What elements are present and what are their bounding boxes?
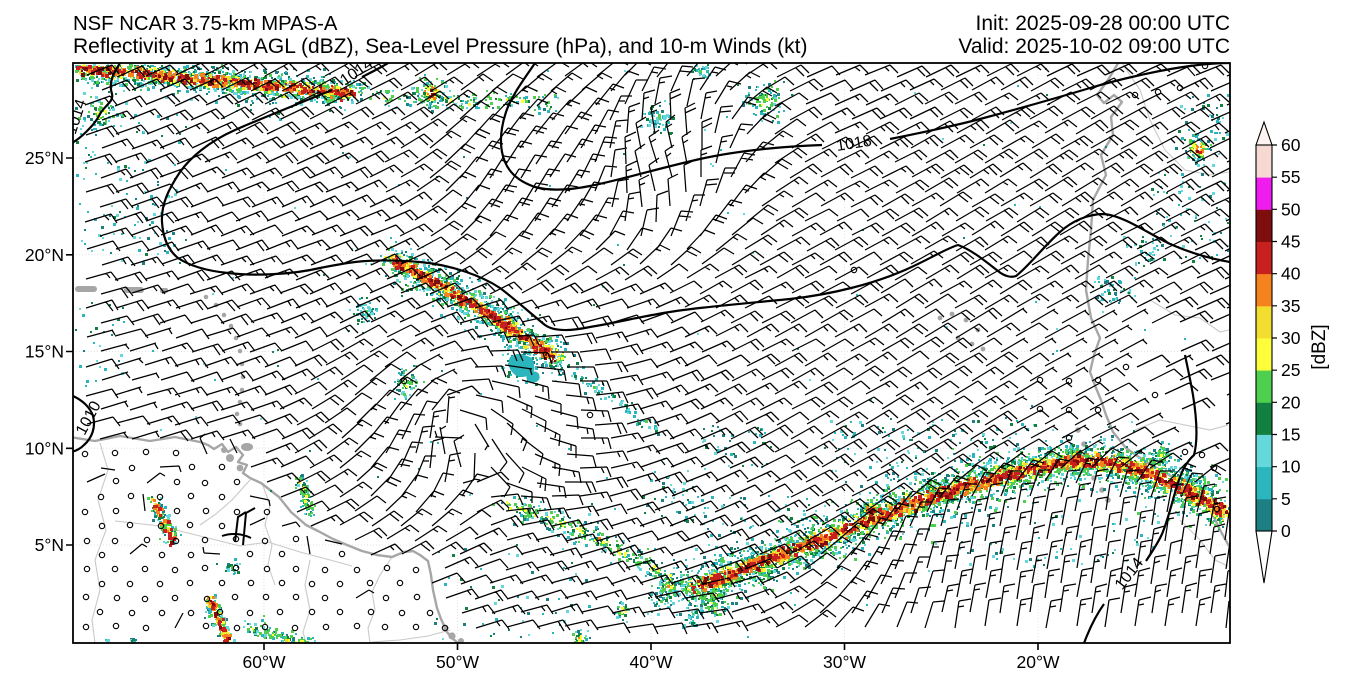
svg-text:55: 55: [1281, 167, 1300, 187]
svg-text:40: 40: [1281, 264, 1301, 284]
svg-text:35: 35: [1281, 296, 1300, 316]
svg-text:NSF NCAR 3.75-km MPAS-A: NSF NCAR 3.75-km MPAS-A: [73, 13, 338, 35]
svg-text:[dBZ]: [dBZ]: [1309, 324, 1330, 369]
svg-text:15°N: 15°N: [25, 342, 64, 362]
svg-text:30: 30: [1281, 328, 1301, 348]
svg-text:25: 25: [1281, 360, 1300, 380]
svg-text:10°N: 10°N: [25, 438, 64, 458]
svg-text:50°W: 50°W: [436, 652, 479, 672]
svg-text:5°N: 5°N: [35, 535, 64, 555]
svg-text:60°W: 60°W: [243, 652, 286, 672]
svg-text:1018: 1018: [835, 133, 873, 155]
svg-text:20°W: 20°W: [1017, 652, 1060, 672]
svg-text:5: 5: [1281, 489, 1291, 509]
svg-text:Reflectivity at 1 km AGL (dBZ): Reflectivity at 1 km AGL (dBZ), Sea-Leve…: [73, 35, 807, 58]
svg-text:10: 10: [1281, 457, 1301, 477]
svg-text:25°N: 25°N: [25, 148, 64, 168]
svg-text:20°N: 20°N: [25, 245, 64, 265]
svg-text:20: 20: [1281, 392, 1301, 412]
svg-text:0: 0: [1281, 521, 1291, 541]
svg-text:30°W: 30°W: [823, 652, 866, 672]
svg-text:Init: 2025-09-28 00:00 UTC: Init: 2025-09-28 00:00 UTC: [976, 12, 1230, 35]
svg-text:Valid: 2025-10-02 09:00 UTC: Valid: 2025-10-02 09:00 UTC: [958, 35, 1230, 58]
svg-text:45: 45: [1281, 232, 1300, 252]
svg-text:60: 60: [1281, 135, 1301, 155]
svg-text:40°W: 40°W: [630, 652, 673, 672]
svg-text:50: 50: [1281, 199, 1301, 219]
svg-text:15: 15: [1281, 425, 1300, 445]
